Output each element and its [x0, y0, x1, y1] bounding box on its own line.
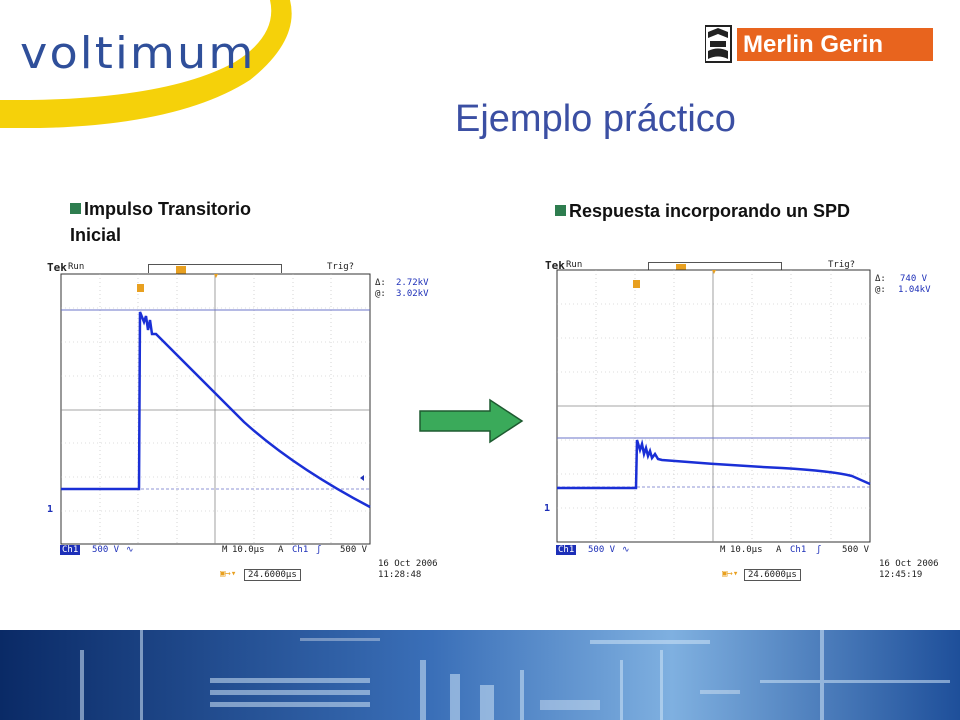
scope-trig-status: Trig? [828, 260, 856, 270]
record-bar [148, 264, 282, 273]
square-bullet-icon [555, 205, 566, 216]
waveform-trace [557, 439, 871, 490]
merlin-gerin-logo: Merlin Gerin [737, 28, 933, 61]
trigger-slope-icon: ʃ [816, 545, 822, 555]
timebase-tag: M [222, 545, 228, 555]
trigger-channel: Ch1 [790, 545, 807, 555]
bullet-respuesta-spd: Respuesta incorporando un SPD [555, 198, 935, 224]
coupling-icon: ∿ [622, 545, 630, 555]
channel-scale: 500 V [92, 545, 120, 555]
bullet-impulso-transitorio: Impulso Transitorio Inicial [70, 196, 300, 248]
trigger-channel: Ch1 [292, 545, 309, 555]
at-label: @: [875, 285, 886, 295]
coupling-icon: ∿ [126, 545, 134, 555]
trigger-level: 500 V [340, 545, 368, 555]
trigger-marker-icon [676, 264, 686, 272]
trigger-tag: A [776, 545, 782, 555]
voltimum-logo-shape [0, 0, 292, 128]
oscilloscope-left: Tek Run Trig? 1 Δ: 2.72kV @: 3.02kV Ch1 … [44, 258, 444, 588]
position-marker-icon: ▣→▾ [220, 569, 237, 579]
position-value: 24.6000μs [244, 569, 301, 581]
at-value: 1.04kV [898, 285, 931, 295]
at-label: @: [375, 289, 386, 299]
bullet-text: Respuesta incorporando un SPD [569, 201, 851, 221]
position-value: 24.6000μs [744, 569, 801, 581]
scope-screen: 1 [544, 269, 871, 543]
delta-value: 740 V [900, 274, 928, 284]
trigger-tag: A [278, 545, 284, 555]
scope-screen: 1 [47, 273, 371, 545]
timebase-scale: 10.0μs [232, 545, 265, 555]
channel-tag: Ch1 [556, 545, 577, 555]
timebase-tag: M [720, 545, 726, 555]
graticule [61, 274, 370, 544]
footer-banner [0, 630, 960, 720]
waveform-trace [61, 311, 371, 509]
voltimum-logo: voltimum [20, 28, 256, 79]
merlin-gerin-emblem-icon [705, 25, 732, 63]
record-bar [648, 262, 782, 271]
timebase-scale: 10.0μs [730, 545, 763, 555]
scope-brand: Tek [47, 261, 67, 274]
capture-date: 16 Oct 2006 [879, 559, 939, 569]
channel-tag: Ch1 [60, 545, 81, 555]
bullet-text: Impulso Transitorio Inicial [70, 199, 252, 245]
trigger-level: 500 V [842, 545, 870, 555]
svg-text:1: 1 [47, 504, 53, 515]
scope-status: Run [566, 260, 583, 270]
capture-time: 12:45:19 [879, 570, 923, 580]
scope-status: Run [68, 262, 85, 272]
square-bullet-icon [70, 203, 81, 214]
oscilloscope-right: Tek Run Trig? 1 Δ: 740 V @: 1.04kV Ch1 5… [542, 256, 942, 586]
trigger-slope-icon: ʃ [316, 545, 322, 555]
delta-label: Δ: [875, 274, 886, 284]
delta-label: Δ: [375, 278, 386, 288]
delta-value: 2.72kV [396, 278, 429, 288]
scope-brand: Tek [545, 259, 565, 272]
scope-trig-status: Trig? [327, 262, 355, 272]
position-marker-icon: ▣→▾ [722, 569, 739, 579]
capture-date: 16 Oct 2006 [378, 559, 438, 569]
right-arrow-icon [419, 398, 524, 444]
slide-title: Ejemplo práctico [455, 98, 736, 140]
at-value: 3.02kV [396, 289, 429, 299]
svg-text:1: 1 [544, 503, 550, 514]
channel-scale: 500 V [588, 545, 616, 555]
capture-time: 11:28:48 [378, 570, 422, 580]
trigger-marker-icon [176, 266, 186, 274]
